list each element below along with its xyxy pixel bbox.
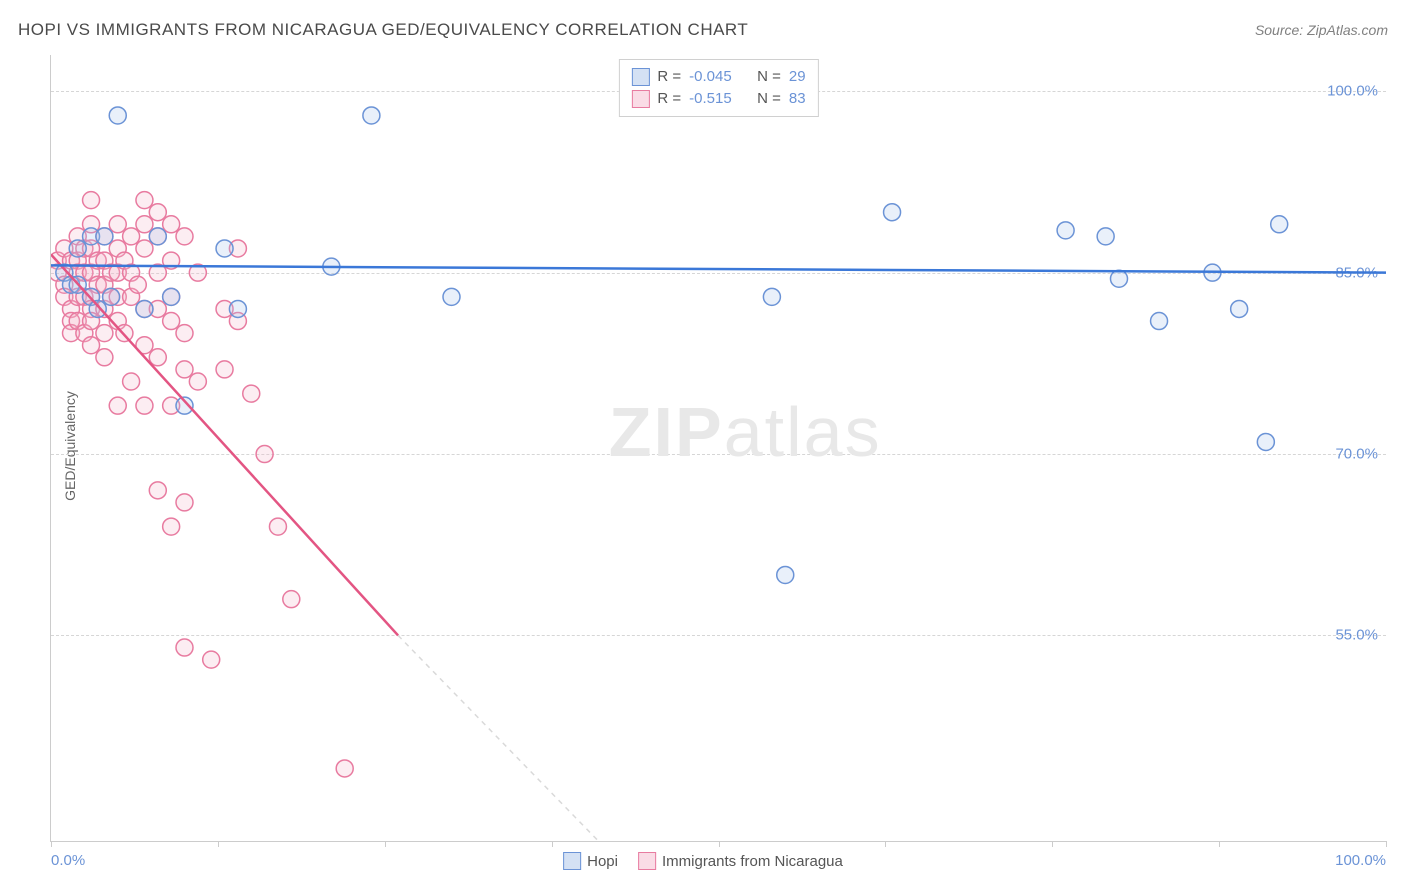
r-label: R =	[657, 88, 681, 110]
n-label: N =	[757, 66, 781, 88]
legend-stats-row-2: R = -0.515 N = 83	[631, 88, 805, 110]
x-tick-label: 100.0%	[1335, 852, 1386, 869]
legend-stats: R = -0.045 N = 29 R = -0.515 N = 83	[618, 59, 818, 117]
n-value-nicaragua: 83	[789, 88, 806, 110]
y-tick-label: 55.0%	[1335, 627, 1378, 644]
r-label: R =	[657, 66, 681, 88]
legend-item-hopi: Hopi	[563, 852, 618, 870]
r-value-hopi: -0.045	[689, 66, 749, 88]
y-tick-label: 70.0%	[1335, 446, 1378, 463]
r-value-nicaragua: -0.515	[689, 88, 749, 110]
watermark: ZIPatlas	[609, 392, 882, 472]
legend-swatch-hopi-bottom	[563, 852, 581, 870]
chart-svg	[51, 55, 1386, 841]
source-label: Source: ZipAtlas.com	[1255, 22, 1388, 38]
watermark-bold: ZIP	[609, 393, 724, 471]
plot-area: ZIPatlas R = -0.045 N = 29 R = -0.515 N …	[50, 55, 1386, 842]
y-tick-label: 85.0%	[1335, 264, 1378, 281]
legend-swatch-nicaragua-bottom	[638, 852, 656, 870]
watermark-light: atlas	[724, 393, 882, 471]
legend-stats-row-1: R = -0.045 N = 29	[631, 66, 805, 88]
chart-title: HOPI VS IMMIGRANTS FROM NICARAGUA GED/EQ…	[18, 20, 748, 40]
legend-bottom: Hopi Immigrants from Nicaragua	[563, 852, 843, 870]
y-tick-label: 100.0%	[1327, 83, 1378, 100]
legend-label-hopi: Hopi	[587, 853, 618, 870]
legend-label-nicaragua: Immigrants from Nicaragua	[662, 853, 843, 870]
title-bar: HOPI VS IMMIGRANTS FROM NICARAGUA GED/EQ…	[18, 20, 1388, 40]
legend-swatch-nicaragua	[631, 90, 649, 108]
legend-swatch-hopi	[631, 68, 649, 86]
x-tick-label: 0.0%	[51, 852, 85, 869]
n-label: N =	[757, 88, 781, 110]
n-value-hopi: 29	[789, 66, 806, 88]
legend-item-nicaragua: Immigrants from Nicaragua	[638, 852, 843, 870]
